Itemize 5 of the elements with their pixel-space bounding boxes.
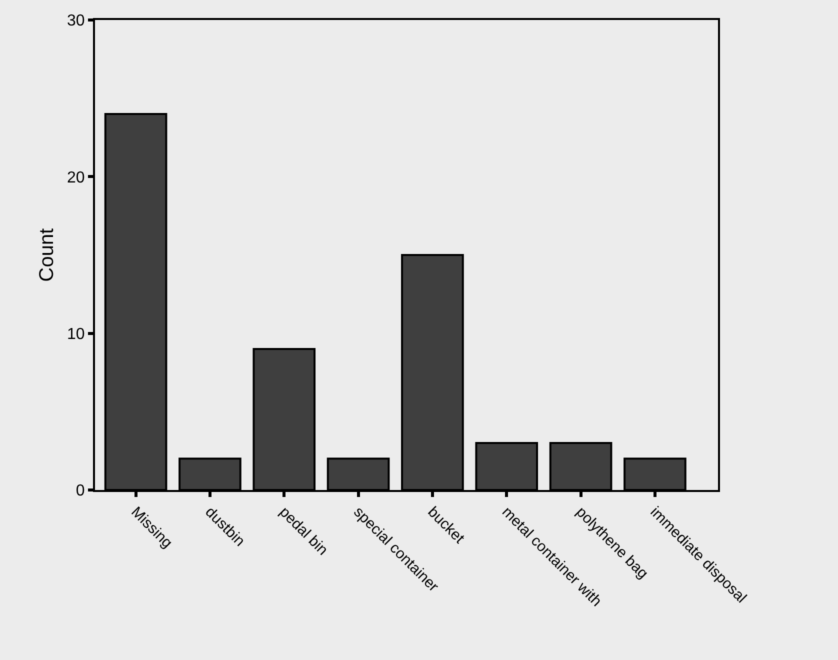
y-tick-label: 20 [67, 169, 85, 186]
y-tick-label: 10 [67, 326, 85, 343]
y-tick-label: 30 [67, 12, 85, 30]
y-tick-label: 0 [76, 482, 85, 500]
y-axis-title: Count [36, 228, 58, 282]
